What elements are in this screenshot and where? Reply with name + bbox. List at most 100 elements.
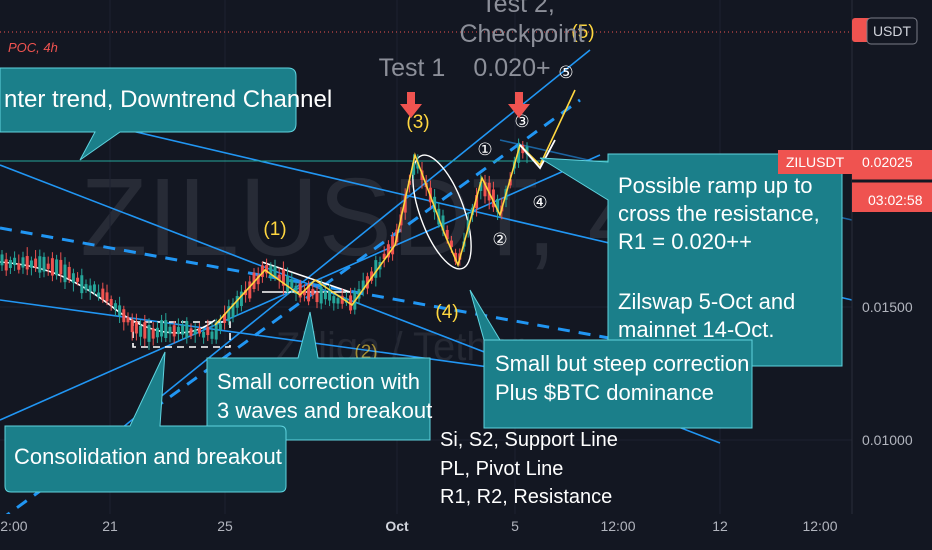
- test-arrows: [400, 92, 530, 118]
- legend-resistance: R1, R2, Resistance: [440, 486, 612, 508]
- wave-label-5: (5): [571, 22, 594, 43]
- candle-body: [496, 198, 500, 213]
- candle-body: [302, 290, 306, 296]
- candle-body: [349, 295, 353, 311]
- annotation-ramp-line-5: Zilswap 5-Oct and: [618, 289, 795, 314]
- candle-body: [454, 252, 458, 262]
- candle-body: [374, 260, 378, 278]
- currency-button[interactable]: [866, 17, 918, 45]
- x-tick-label: Oct: [385, 518, 409, 534]
- candle-body: [4, 259, 8, 271]
- candle-body: [67, 266, 71, 279]
- wave-labels: (1) (2) (3) (4) (5): [263, 22, 594, 363]
- currency-button-label[interactable]: USDT: [873, 23, 912, 39]
- correction-line-1: [261, 261, 351, 293]
- candle-body: [386, 244, 390, 258]
- candle-body: [181, 325, 185, 335]
- candle-body: [17, 263, 21, 270]
- annotation-steep-line-1: Small but steep correction: [495, 351, 749, 376]
- subwave-label-5: ⑤: [558, 63, 573, 82]
- test-2-price: 0.020+: [473, 54, 550, 82]
- candle-body: [286, 275, 290, 292]
- legend-support: Si, S2, Support Line: [440, 429, 618, 451]
- candle-body: [84, 284, 88, 290]
- candle-body: [197, 328, 201, 334]
- candle-body: [185, 321, 189, 338]
- candle-body: [168, 326, 172, 334]
- x-tick-label: 12:00: [802, 518, 837, 534]
- candle-body: [336, 298, 340, 304]
- candle-body: [382, 253, 386, 260]
- candle-body: [76, 277, 80, 282]
- candle-body: [483, 182, 487, 197]
- candle-body: [223, 314, 227, 323]
- consolidation-box: [132, 321, 231, 348]
- y-tick-label: 0.01000: [862, 432, 913, 448]
- candle-body: [491, 189, 495, 208]
- candle-body: [403, 195, 407, 213]
- test-1-arrow: [400, 92, 422, 118]
- last-price-symbol-tag: [778, 150, 852, 174]
- candle-body: [143, 322, 147, 339]
- annotation-ramp-line-2: cross the resistance,: [618, 201, 820, 226]
- candle-body: [361, 280, 365, 290]
- candle-body: [8, 259, 12, 268]
- candle-body: [298, 283, 302, 298]
- annotation-steep: Small but steep correction Plus $BTC dom…: [469, 289, 753, 429]
- candle-body: [13, 257, 17, 266]
- candle-body: [206, 327, 210, 336]
- x-tick-label: 25: [217, 518, 233, 534]
- candle-body: [256, 275, 260, 285]
- candle-body: [370, 271, 374, 281]
- candle-body: [290, 279, 294, 288]
- candle-body: [101, 288, 105, 300]
- candle-body: [294, 285, 298, 294]
- y-axis: 0.01500 0.01000: [862, 299, 913, 448]
- candle-body: [315, 292, 319, 303]
- candle-body: [218, 323, 222, 330]
- annotation-steep-line-2: Plus $BTC dominance: [495, 380, 714, 405]
- candle-body: [34, 258, 38, 268]
- candle-body: [80, 275, 84, 294]
- candle-body: [59, 259, 63, 275]
- candle-body: [92, 284, 96, 292]
- legend-pivot: PL, Pivot Line: [440, 458, 563, 480]
- candle-body: [122, 309, 126, 323]
- candle-body: [449, 240, 453, 247]
- candle-body: [29, 260, 33, 268]
- annotation-consolidation: Consolidation and breakout: [4, 351, 287, 493]
- candle-body: [311, 289, 315, 296]
- candle-body: [139, 325, 143, 337]
- candle-body: [227, 306, 231, 322]
- candle-body: [273, 266, 277, 278]
- last-price-symbol: ZILUSDT: [786, 154, 845, 170]
- candle-body: [323, 291, 327, 300]
- annotation-correction-line-2: 3 waves and breakout: [217, 398, 432, 423]
- annotation-correction: Small correction with 3 waves and breako…: [206, 311, 432, 441]
- candle-body: [391, 236, 395, 255]
- annotation-consolidation-text: Consolidation and breakout: [14, 444, 282, 469]
- candle-body: [97, 292, 101, 297]
- candle-body: [164, 320, 168, 339]
- candle-body: [231, 303, 235, 318]
- wave-label-3: (3): [406, 112, 429, 133]
- candle-body: [332, 296, 336, 304]
- subwave-label-2: ②: [492, 230, 507, 249]
- candle-body: [248, 281, 252, 299]
- candle-body: [235, 295, 239, 308]
- x-axis-panel: [0, 514, 932, 550]
- x-tick-label: 12: [712, 518, 728, 534]
- candle-body: [277, 274, 281, 280]
- candle-body: [50, 258, 54, 276]
- annotation-downtrend: nter trend, Downtrend Channel: [0, 67, 332, 161]
- candle-body: [202, 331, 206, 338]
- poc-indicator-label: POC, 4h: [8, 40, 58, 55]
- wave-label-1: (1): [263, 219, 286, 240]
- candle-body: [25, 256, 29, 270]
- candle-body: [151, 328, 155, 339]
- candle-body: [433, 196, 437, 213]
- y-axis-panel: [852, 0, 932, 514]
- elliott-wave-path: [214, 89, 576, 326]
- test-2-title: Test 2,: [481, 0, 555, 18]
